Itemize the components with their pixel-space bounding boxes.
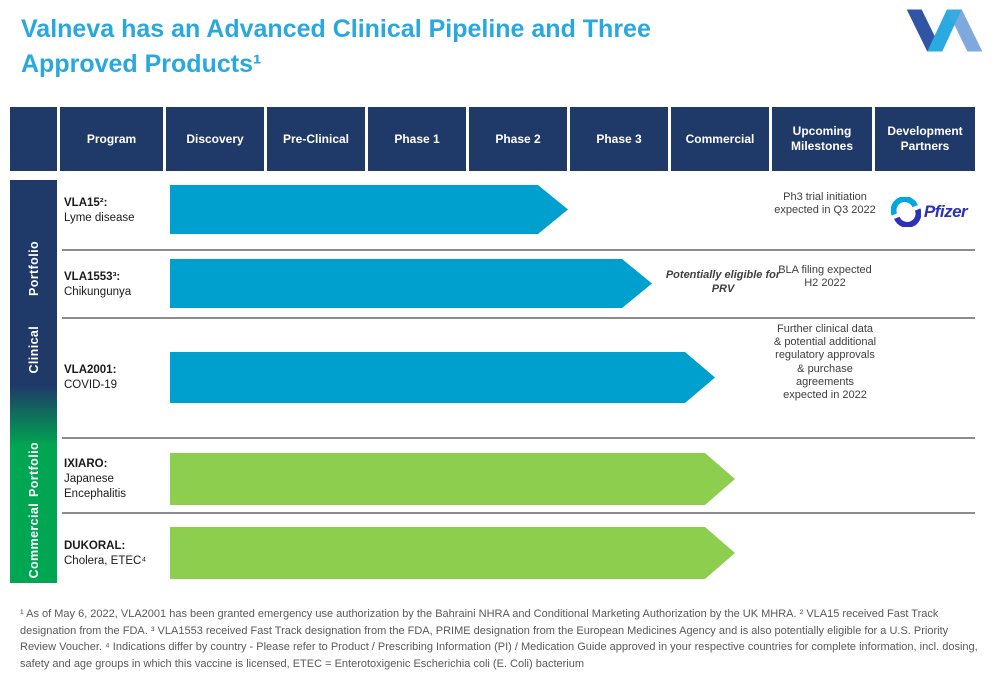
program-vla15: VLA15²: Lyme disease xyxy=(64,196,164,226)
header-cell-phase3: Phase 3 xyxy=(570,107,668,171)
row-separator xyxy=(62,512,975,514)
program-name: VLA1553³: xyxy=(64,271,121,283)
milestone-vla15: Ph3 trial initiation expected in Q3 2022 xyxy=(774,191,876,217)
program-indication: Chikungunya xyxy=(64,286,132,298)
program-dukoral: DUKORAL: Cholera, ETEC⁴ xyxy=(64,539,164,569)
table-header: Program Discovery Pre-Clinical Phase 1 P… xyxy=(10,107,975,171)
page-title: Valneva has an Advanced Clinical Pipelin… xyxy=(21,12,651,82)
program-ixiaro: IXIARO: Japanese Encephalitis xyxy=(64,457,164,502)
pfizer-wordmark: Pfizer xyxy=(923,202,968,221)
program-name: DUKORAL: xyxy=(64,540,126,552)
page-title-line1: Valneva has an Advanced Clinical Pipelin… xyxy=(21,15,651,43)
header-cell-preclinical: Pre-Clinical xyxy=(267,107,365,171)
header-cell-commercial: Commercial xyxy=(671,107,769,171)
program-indication: Japanese Encephalitis xyxy=(64,473,127,500)
header-cell-development-partners: Development Partners xyxy=(875,107,975,171)
header-cell-spacer xyxy=(10,107,57,171)
program-name: IXIARO: xyxy=(64,458,108,470)
program-indication: Lyme disease xyxy=(64,212,135,224)
program-indication: Cholera, ETEC⁴ xyxy=(64,555,147,567)
footnote: ¹ As of May 6, 2022, VLA2001 has been gr… xyxy=(20,608,978,670)
header-cell-phase1: Phase 1 xyxy=(368,107,466,171)
portfolio-sidebar xyxy=(10,180,57,583)
partner-pfizer-logo: Pfizer xyxy=(879,190,979,234)
pipeline-arrow-dukoral xyxy=(170,527,735,579)
page-title-line2: Approved Products¹ xyxy=(21,50,262,78)
program-vla2001: VLA2001: COVID-19 xyxy=(64,363,164,393)
milestone-vla2001: Further clinical data & potential additi… xyxy=(773,323,877,401)
row-separator xyxy=(62,317,975,319)
clinical-portfolio-label: Clinical Portfolio xyxy=(26,241,41,374)
header-cell-discovery: Discovery xyxy=(166,107,264,171)
pipeline-arrow-vla1553 xyxy=(170,259,652,308)
milestone-vla1553: BLA filing expected H2 2022 xyxy=(778,264,872,290)
pipeline-arrow-vla15 xyxy=(170,185,568,234)
prv-note: Potentially eligible for PRV xyxy=(665,269,781,295)
program-name: VLA15²: xyxy=(64,197,108,209)
row-separator xyxy=(62,437,975,439)
row-separator xyxy=(62,249,975,251)
header-cell-phase2: Phase 2 xyxy=(469,107,567,171)
program-vla1553: VLA1553³: Chikungunya xyxy=(64,270,164,300)
pipeline-arrow-ixiaro xyxy=(170,453,735,505)
header-cell-upcoming-milestones: Upcoming Milestones xyxy=(772,107,872,171)
program-indication: COVID-19 xyxy=(64,379,118,391)
pfizer-swirl-icon xyxy=(890,197,921,227)
header-cell-program: Program xyxy=(60,107,163,171)
pipeline-arrow-vla2001 xyxy=(170,352,715,403)
program-name: VLA2001: xyxy=(64,364,117,376)
valneva-logo-icon xyxy=(906,9,983,52)
commercial-portfolio-label: Commercial Portfolio xyxy=(26,442,41,579)
